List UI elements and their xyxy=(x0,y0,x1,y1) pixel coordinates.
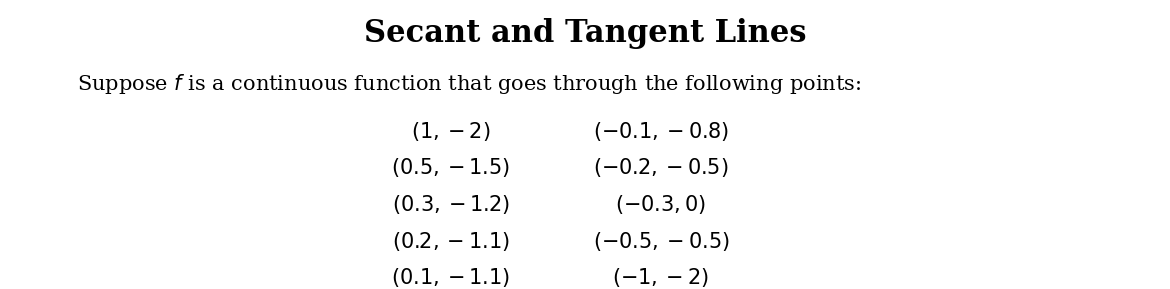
Text: $(-1, -2)$: $(-1, -2)$ xyxy=(612,266,709,289)
Text: $(-0.3, 0)$: $(-0.3, 0)$ xyxy=(615,193,707,216)
Text: $(0.1, -1.1)$: $(0.1, -1.1)$ xyxy=(391,266,510,289)
Text: $(0.2, -1.1)$: $(0.2, -1.1)$ xyxy=(392,230,510,253)
Text: Secant and Tangent Lines: Secant and Tangent Lines xyxy=(364,18,806,49)
Text: $(0.3, -1.2)$: $(0.3, -1.2)$ xyxy=(392,193,510,216)
Text: $(-0.1, -0.8)$: $(-0.1, -0.8)$ xyxy=(593,120,729,143)
Text: $(0.5, -1.5)$: $(0.5, -1.5)$ xyxy=(391,156,510,179)
Text: $(-0.5, -0.5)$: $(-0.5, -0.5)$ xyxy=(592,230,729,253)
Text: Suppose $f$ is a continuous function that goes through the following points:: Suppose $f$ is a continuous function tha… xyxy=(77,72,861,96)
Text: $(-0.2, -0.5)$: $(-0.2, -0.5)$ xyxy=(593,156,729,179)
Text: $(1, -2)$: $(1, -2)$ xyxy=(411,120,490,143)
